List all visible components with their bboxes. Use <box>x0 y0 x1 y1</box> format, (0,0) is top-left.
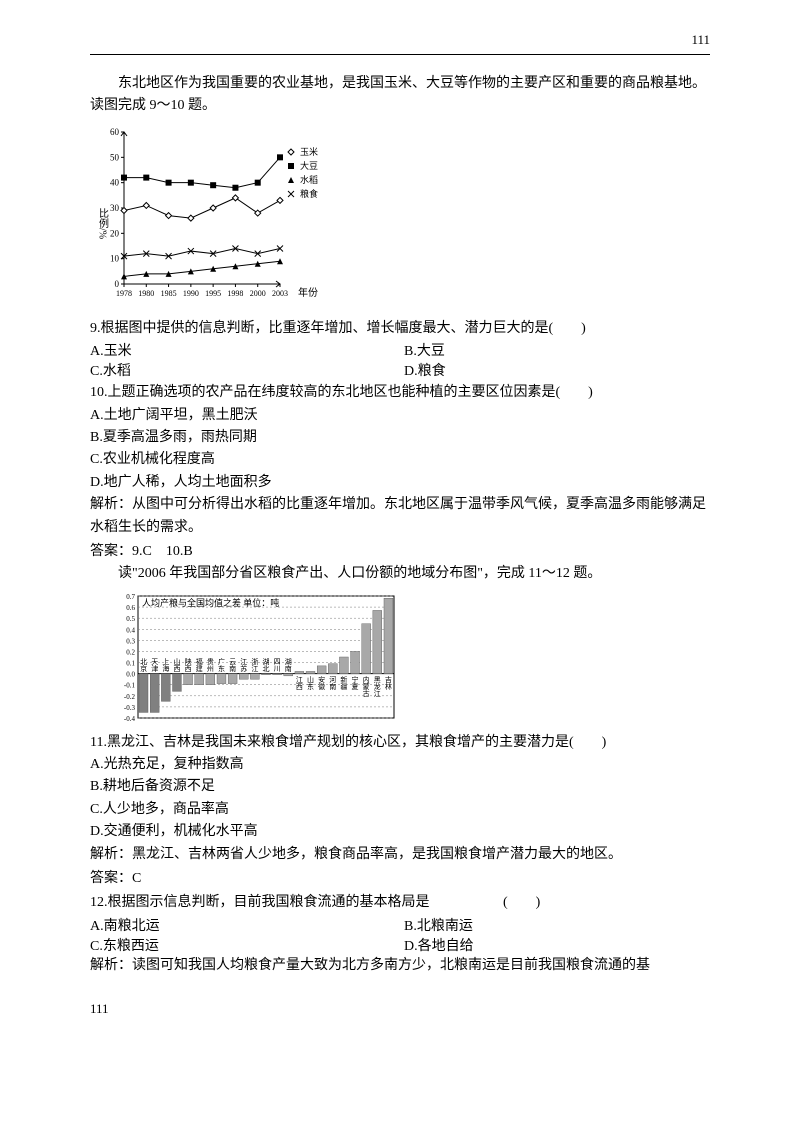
q11-option-c: C.人少地多，商品率高 <box>90 799 710 821</box>
q12-option-b: B.北粮南运 <box>404 915 710 935</box>
svg-text:水稻: 水稻 <box>300 174 318 185</box>
svg-text:福建: 福建 <box>195 656 203 672</box>
svg-text:1985: 1985 <box>161 289 177 298</box>
q9-option-c: C.水稻 <box>90 360 396 380</box>
chart-1: 0 10 20 30 40 50 60 比例/% 1978 1980 1985 1990 1995 199… <box>90 126 350 306</box>
svg-text:江西: 江西 <box>295 675 303 690</box>
svg-text:1995: 1995 <box>205 289 221 298</box>
q11-stem: 11.黑龙江、吉林是我国未来粮食增产规划的核心区，其粮食增产的主要潜力是( ) <box>90 732 710 754</box>
svg-text:-0.3: -0.3 <box>124 704 136 712</box>
q12-stem-left: 12.根据图示信息判断，目前我国粮食流通的基本格局是 <box>90 895 430 910</box>
chart-2: -0.4 -0.3 -0.2 -0.1 0.0 0.1 0.2 0.3 0.4 0.5 0.6 0.7… <box>108 592 398 722</box>
svg-text:广东: 广东 <box>217 656 225 671</box>
q11-option-a: A.光热充足，复种指数高 <box>90 754 710 776</box>
svg-text:0: 0 <box>115 279 120 289</box>
svg-text:大豆: 大豆 <box>300 160 318 171</box>
analysis-11: 解析：黑龙江、吉林两省人少地多，粮食商品率高，是我国粮食增产潜力最大的地区。 <box>90 844 710 866</box>
svg-text:宁夏: 宁夏 <box>351 674 359 689</box>
svg-text:内蒙古: 内蒙古 <box>362 674 370 697</box>
svg-text:0.6: 0.6 <box>126 604 135 612</box>
q11-option-b: B.耕地后备资源不足 <box>90 776 710 798</box>
q12-stem: 12.根据图示信息判断，目前我国粮食流通的基本格局是 ( ) <box>90 892 710 914</box>
svg-text:上海: 上海 <box>162 656 170 672</box>
chart-1-svg: 0 10 20 30 40 50 60 比例/% 1978 1980 1985 1990 1995 199… <box>90 126 350 306</box>
q12-option-a: A.南粮北运 <box>90 915 396 935</box>
svg-text:吉林: 吉林 <box>384 675 392 690</box>
svg-text:江苏: 江苏 <box>240 657 248 672</box>
q9-option-b: B.大豆 <box>404 340 710 360</box>
svg-text:30: 30 <box>110 203 120 213</box>
svg-text:1978: 1978 <box>116 289 132 298</box>
q11-option-d: D.交通便利，机械化水平高 <box>90 821 710 843</box>
svg-text:人均产粮与全国均值之差 单位：吨: 人均产粮与全国均值之差 单位：吨 <box>142 597 279 608</box>
svg-text:1998: 1998 <box>227 289 243 298</box>
svg-text:贵州: 贵州 <box>206 656 214 671</box>
answer-11: 答案：C <box>90 868 710 890</box>
svg-text:2003: 2003 <box>272 289 288 298</box>
svg-text:60: 60 <box>110 127 120 137</box>
page-number-bottom: 111 <box>90 1001 710 1017</box>
svg-text:湖南: 湖南 <box>284 656 292 671</box>
q12-option-d: D.各地自给 <box>404 935 710 955</box>
svg-text:安徽: 安徽 <box>318 674 326 690</box>
svg-text:云南: 云南 <box>229 657 237 671</box>
svg-text:湖北: 湖北 <box>262 656 270 672</box>
svg-text:-0.4: -0.4 <box>124 715 136 722</box>
svg-text:1990: 1990 <box>183 289 199 298</box>
svg-text:10: 10 <box>110 253 120 263</box>
svg-text:河南: 河南 <box>329 675 337 689</box>
intro-2: 读"2006 年我国部分省区粮食产出、人口份额的地域分布图"，完成 11～12 … <box>90 563 710 585</box>
q9-stem: 9.根据图中提供的信息判断，比重逐年增加、增长幅度最大、潜力巨大的是( ) <box>90 318 710 340</box>
svg-text:1980: 1980 <box>138 289 154 298</box>
page-number-top: 111 <box>90 32 710 48</box>
svg-text:陕西: 陕西 <box>184 656 192 672</box>
answer-9-10: 答案：9.C 10.B <box>90 541 710 563</box>
svg-text:0.0: 0.0 <box>126 670 135 678</box>
q10-option-d: D.地广人稀，人均土地面积多 <box>90 472 710 494</box>
q12-stem-right: ( ) <box>503 895 540 910</box>
analysis-9-10: 解析：从图中可分析得出水稻的比重逐年增加。东北地区属于温带季风气候，夏季高温多雨… <box>90 494 710 539</box>
svg-text:0.7: 0.7 <box>126 593 135 601</box>
q9-option-d: D.粮食 <box>404 360 710 380</box>
svg-text:浙江: 浙江 <box>251 656 259 672</box>
svg-text:山东: 山东 <box>307 674 315 689</box>
svg-text:新疆: 新疆 <box>340 674 348 690</box>
svg-text:50: 50 <box>110 152 120 162</box>
q12-option-c: C.东粮西运 <box>90 935 396 955</box>
svg-text:山西: 山西 <box>173 656 181 672</box>
svg-text:40: 40 <box>110 177 120 187</box>
svg-text:-0.1: -0.1 <box>124 681 136 689</box>
svg-text:-0.2: -0.2 <box>124 693 136 701</box>
svg-text:0.4: 0.4 <box>126 626 135 634</box>
svg-text:0.1: 0.1 <box>126 659 135 667</box>
svg-text:粮食: 粮食 <box>300 188 318 199</box>
svg-text:0.3: 0.3 <box>126 637 135 645</box>
q10-option-c: C.农业机械化程度高 <box>90 449 710 471</box>
top-rule <box>90 54 710 55</box>
chart-2-svg: -0.4 -0.3 -0.2 -0.1 0.0 0.1 0.2 0.3 0.4 0.5 0.6 0.7… <box>108 592 398 722</box>
svg-text:0.2: 0.2 <box>126 648 135 656</box>
svg-text:四川: 四川 <box>273 657 281 671</box>
svg-text:北京: 北京 <box>140 657 148 672</box>
svg-text:天津: 天津 <box>151 657 159 672</box>
intro-paragraph: 东北地区作为我国重要的农业基地，是我国玉米、大豆等作物的主要产区和重要的商品粮基… <box>90 73 710 118</box>
svg-text:20: 20 <box>110 228 120 238</box>
svg-text:2000: 2000 <box>250 289 266 298</box>
svg-text:0.5: 0.5 <box>126 615 135 623</box>
svg-text:比例/%: 比例/% <box>97 208 109 239</box>
svg-text:年份: 年份 <box>298 286 318 299</box>
q10-option-a: A.土地广阔平坦，黑土肥沃 <box>90 405 710 427</box>
svg-text:黑龙江: 黑龙江 <box>373 675 381 697</box>
analysis-12: 解析：读图可知我国人均粮食产量大致为北方多南方少，北粮南运是目前我国粮食流通的基 <box>90 955 710 977</box>
q10-stem: 10.上题正确选项的农产品在纬度较高的东北地区也能种植的主要区位因素是( ) <box>90 382 710 404</box>
q10-option-b: B.夏季高温多雨，雨热同期 <box>90 427 710 449</box>
q9-option-a: A.玉米 <box>90 340 396 360</box>
svg-text:玉米: 玉米 <box>300 146 318 157</box>
